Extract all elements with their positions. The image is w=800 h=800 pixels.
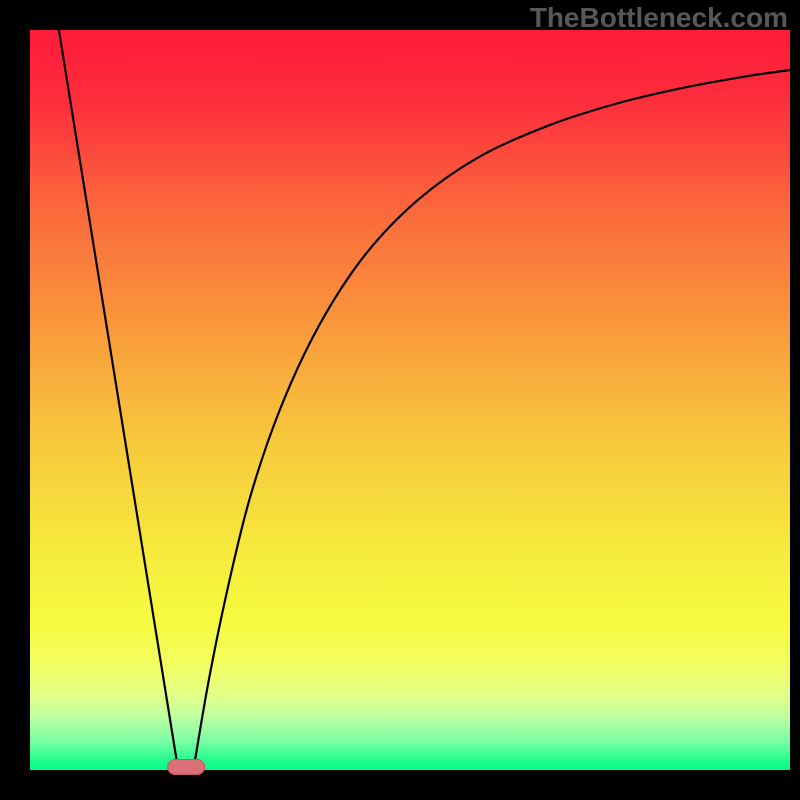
watermark-text: TheBottleneck.com: [530, 2, 788, 34]
trough-marker: [167, 759, 205, 775]
plot-area: [30, 30, 790, 770]
left-line: [59, 30, 178, 770]
right-curve: [193, 70, 790, 770]
curve-layer: [30, 30, 790, 770]
